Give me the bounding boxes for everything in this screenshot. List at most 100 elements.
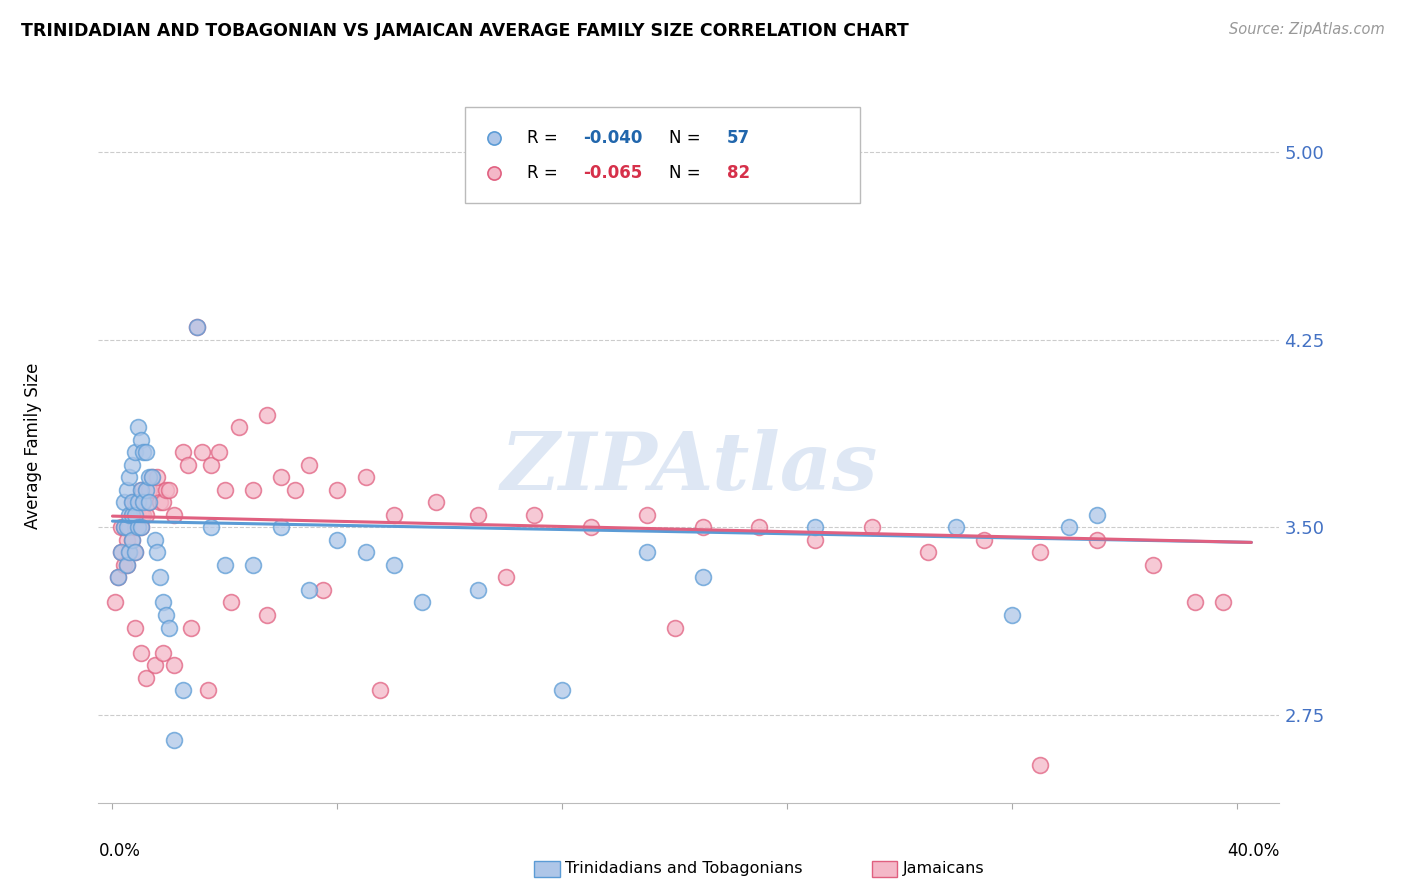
Point [219,595,242,609]
Point [1184,595,1206,609]
Point [104,595,127,609]
Point [135,508,157,522]
Text: Jamaicans: Jamaicans [903,862,984,876]
Text: TRINIDADIAN AND TOBAGONIAN VS JAMAICAN AVERAGE FAMILY SIZE CORRELATION CHART: TRINIDADIAN AND TOBAGONIAN VS JAMAICAN A… [21,22,908,40]
Point [149,495,172,509]
Text: 57: 57 [727,128,749,146]
Point [163,733,186,747]
Point [208,445,231,459]
Point [692,520,714,534]
Point [132,445,155,459]
Point [191,445,214,459]
Text: R =: R = [527,128,564,146]
Point [298,582,321,597]
Point [112,520,135,534]
Point [124,445,146,459]
Point [636,508,658,522]
Point [804,520,827,534]
Point [155,607,177,622]
Point [157,621,180,635]
Point [860,520,883,534]
Text: 40.0%: 40.0% [1227,842,1279,860]
Point [152,595,174,609]
Point [124,545,146,559]
Text: -0.065: -0.065 [582,164,643,182]
Point [177,458,200,472]
Point [664,621,686,635]
Point [270,520,292,534]
Point [110,545,132,559]
Point [312,582,335,597]
Point [132,508,155,522]
Point [132,495,155,509]
Point [112,495,135,509]
Point [152,495,174,509]
Point [1029,758,1052,772]
Point [270,470,292,484]
Point [127,520,149,534]
Point [129,508,152,522]
Point [149,570,172,584]
Point [118,470,141,484]
FancyBboxPatch shape [464,107,860,203]
Point [748,520,770,534]
Point [121,495,143,509]
Point [129,520,152,534]
Point [945,520,967,534]
Point [382,508,405,522]
Point [172,445,194,459]
Text: N =: N = [669,164,706,182]
Point [284,483,307,497]
Point [127,495,149,509]
Text: ZIPAtlas: ZIPAtlas [501,429,877,506]
Point [135,445,157,459]
Point [1085,533,1108,547]
Point [163,508,186,522]
Text: Trinidadians and Tobagonians: Trinidadians and Tobagonians [565,862,803,876]
Point [163,658,186,673]
Text: -0.040: -0.040 [582,128,643,146]
Text: Source: ZipAtlas.com: Source: ZipAtlas.com [1229,22,1385,37]
Point [155,483,177,497]
Point [121,533,143,547]
Point [354,470,377,484]
Point [129,520,152,534]
Point [124,508,146,522]
Point [298,458,321,472]
Point [200,458,222,472]
Point [973,533,995,547]
Point [112,520,135,534]
Point [180,621,202,635]
Point [118,520,141,534]
Point [197,683,219,698]
Point [692,570,714,584]
Point [115,533,138,547]
Point [467,508,489,522]
Point [143,658,166,673]
Point [467,582,489,597]
Point [326,533,349,547]
Point [107,570,129,584]
Point [146,545,169,559]
Point [636,545,658,559]
Point [135,483,157,497]
Point [129,483,152,497]
Point [135,483,157,497]
Point [382,558,405,572]
Point [1085,508,1108,522]
Point [804,533,827,547]
Point [129,433,152,447]
Point [129,483,152,497]
Point [917,545,939,559]
Point [115,558,138,572]
Point [172,683,194,698]
Point [523,508,546,522]
Point [242,558,264,572]
Point [1029,545,1052,559]
Point [127,508,149,522]
Point [242,483,264,497]
Point [425,495,447,509]
Point [495,570,517,584]
Point [146,470,169,484]
Point [1142,558,1164,572]
